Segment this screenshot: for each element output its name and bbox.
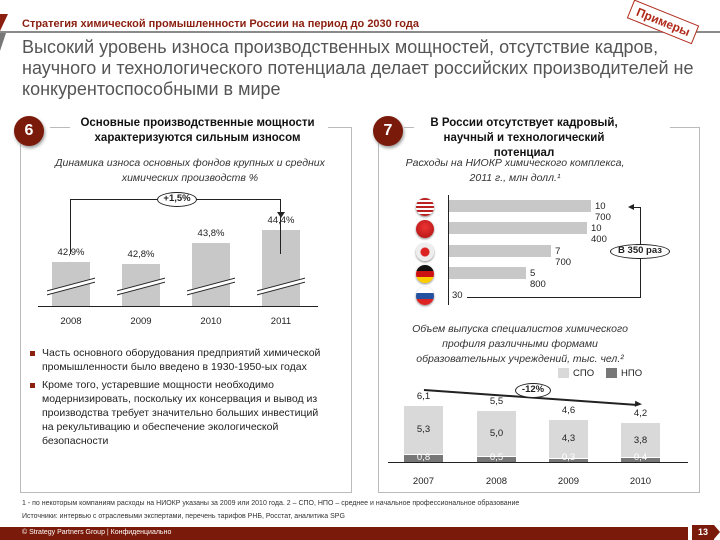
x-tick-label: 2008	[60, 316, 82, 327]
bar	[449, 222, 588, 234]
legend-label: СПО	[573, 368, 595, 379]
right-panel	[378, 127, 700, 493]
page-number: 13	[692, 525, 720, 540]
bullet-list: Часть основного оборудования предприятий…	[30, 346, 330, 452]
ratio-annotation: В 350 раз	[610, 244, 670, 259]
total-label: 6,1	[416, 390, 431, 402]
bar-npo	[404, 454, 443, 462]
y-axis	[448, 195, 449, 305]
header-accent	[0, 33, 6, 51]
bar-label: 7 700	[555, 246, 572, 268]
bullet-item: Кроме того, устаревшие мощности необходи…	[30, 378, 330, 448]
arrow-icon	[634, 400, 643, 408]
header-accent	[0, 14, 8, 31]
change-annotation: +1,5%	[157, 192, 197, 207]
npo-label: 0,4	[633, 452, 648, 463]
spo-label: 3,8	[633, 434, 648, 446]
flag-ru-icon	[416, 287, 434, 305]
left-panel-title: Основные производственные мощности харак…	[70, 116, 325, 146]
bar-label: 10 400	[591, 223, 607, 245]
npo-label: 0,3	[561, 452, 576, 463]
bar-label: 5 800	[529, 268, 546, 290]
bar-npo	[477, 457, 516, 462]
page-title: Высокий уровень износа производственных …	[22, 37, 694, 99]
bar	[449, 267, 526, 279]
x-axis	[38, 306, 318, 307]
ratio-bracket	[633, 207, 641, 208]
bar	[192, 243, 230, 306]
section-number: 6	[14, 116, 44, 146]
panel-border	[404, 127, 414, 128]
legend-swatch	[558, 368, 569, 378]
supertitle: Стратегия химической промышленности Росс…	[22, 18, 419, 30]
section-number: 7	[373, 116, 403, 146]
x-tick-label: 2009	[130, 316, 152, 327]
bar-label: 42,9%	[57, 246, 85, 258]
trend-annotation: -12%	[515, 383, 551, 398]
x-axis	[388, 462, 688, 463]
footnote: 1 - по некоторым компаниям расходы на НИ…	[22, 500, 520, 507]
bar-spo	[549, 419, 588, 459]
bar-label: 10 700	[595, 201, 611, 223]
npo-label: 0,5	[489, 452, 504, 463]
total-label: 4,6	[561, 404, 576, 416]
divider	[0, 31, 720, 33]
flag-de-icon	[416, 265, 434, 283]
footer: © Strategy Partners Group | Конфиденциал…	[0, 527, 688, 540]
spo-label: 5,0	[489, 428, 504, 440]
total-label: 4,2	[633, 408, 648, 420]
bar-npo	[549, 459, 588, 462]
bar-spo	[621, 423, 660, 458]
flag-jp-icon	[416, 243, 434, 261]
bar-label: 42,8%	[127, 249, 155, 260]
bar	[449, 200, 591, 212]
spo-label: 4,3	[561, 433, 576, 445]
x-tick-label: 2010	[200, 316, 222, 327]
left-panel	[20, 127, 352, 493]
flag-us-icon	[416, 198, 434, 216]
panel-border	[670, 127, 700, 128]
arrow-icon	[277, 212, 285, 218]
flag-cn-icon	[416, 220, 434, 238]
bar-spo	[404, 405, 443, 454]
chart2-title: Расходы на НИОКР химического комплекса, …	[405, 157, 625, 184]
legend-label: НПО	[621, 368, 643, 379]
bullet-item: Часть основного оборудования предприятий…	[30, 346, 330, 374]
spo-label: 5,3	[416, 424, 431, 436]
x-tick-label: 2008	[485, 476, 508, 487]
change-bracket	[70, 199, 281, 254]
x-tick-label: 2007	[412, 476, 435, 487]
bar-npo	[621, 458, 660, 462]
panel-border	[50, 127, 70, 128]
panel-border	[328, 127, 352, 128]
chart1-title: Динамика износа основных фондов крупных …	[55, 157, 325, 184]
x-tick-label: 2011	[270, 316, 292, 327]
bar	[262, 230, 300, 306]
bar-label: 30	[452, 290, 463, 301]
npo-label: 0,8	[416, 452, 431, 463]
sources: Источники: интервью с отраслевыми экспер…	[22, 513, 345, 520]
legend-swatch	[606, 368, 617, 378]
chart3-title: Объем выпуска специалистов химического п…	[412, 323, 628, 365]
bar-label: 43,8%	[197, 228, 225, 239]
arrow-icon	[628, 204, 634, 210]
bar-spo	[477, 411, 516, 457]
total-label: 5,5	[489, 396, 504, 408]
right-panel-title: В России отсутствует кадровый, научный и…	[414, 116, 634, 161]
x-tick-label: 2009	[557, 476, 580, 487]
bar-label: 44,4%	[267, 215, 295, 227]
bar	[449, 245, 552, 257]
x-tick-label: 2010	[629, 476, 652, 487]
